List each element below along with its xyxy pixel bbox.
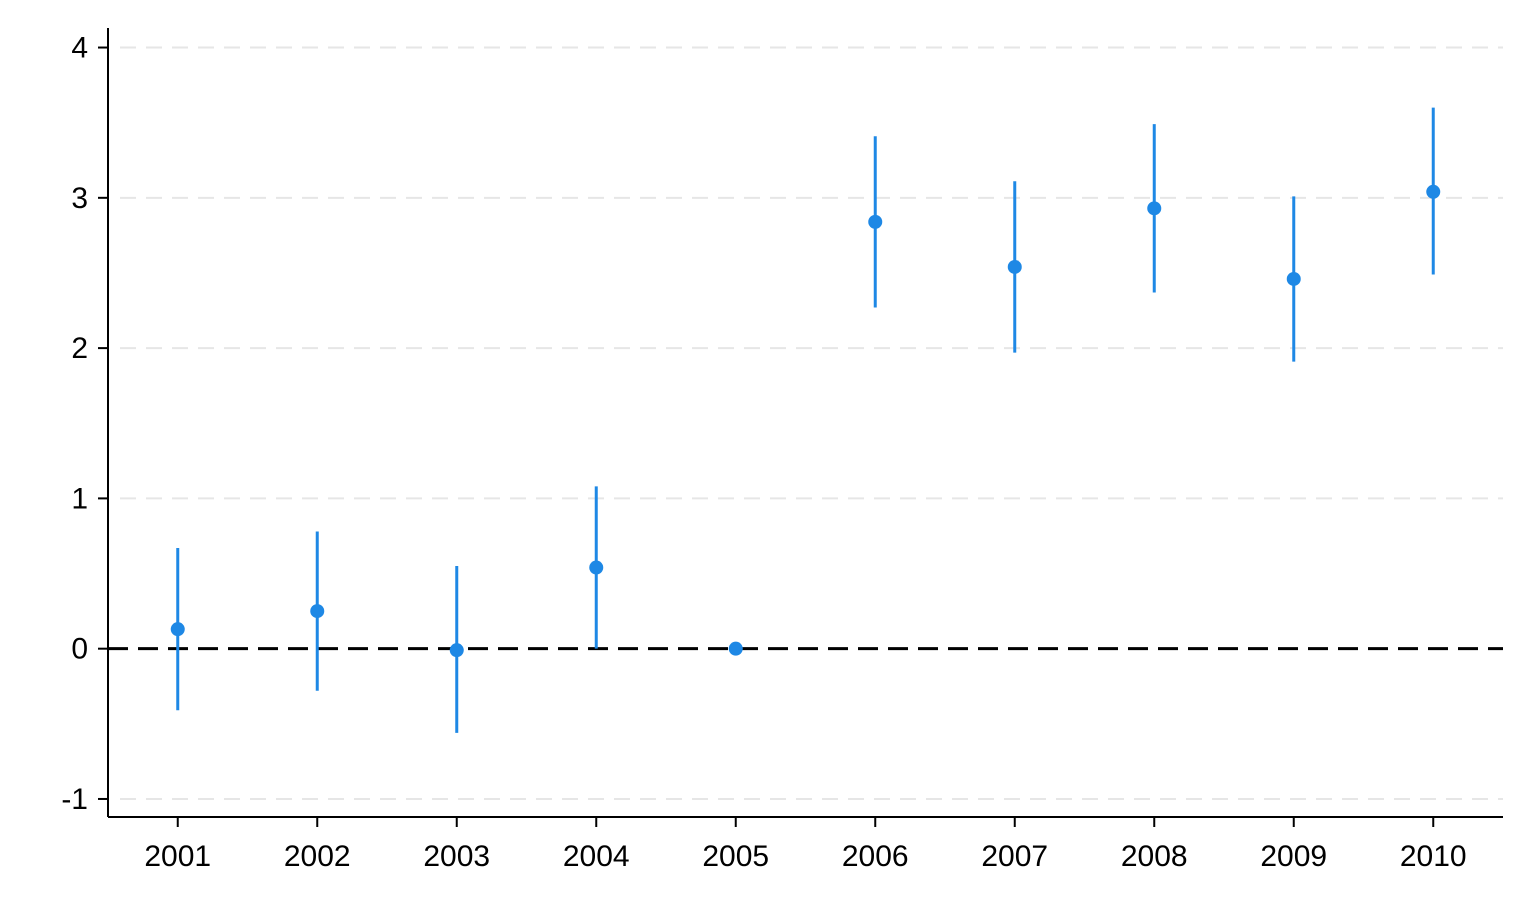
x-tick-label: 2007: [981, 840, 1048, 873]
point-estimate-layer: [170, 184, 1441, 658]
x-tick-label: 2006: [842, 840, 909, 873]
y-tick-label: 1: [71, 482, 88, 515]
point-estimate-2009: [1286, 271, 1301, 286]
y-tick-label: 0: [71, 633, 88, 666]
y-tick-label: 2: [71, 332, 88, 365]
point-estimate-2005: [728, 641, 743, 656]
y-tick-label: -1: [61, 783, 88, 816]
axis-layer: [98, 28, 1503, 827]
x-tick-label: 2008: [1121, 840, 1188, 873]
tick-label-layer: -1 0 1 2 3 4 2001 2002 2003 2004 2005 2006 2007 2008 2…: [61, 32, 1466, 873]
grid-layer: [120, 46, 1503, 800]
point-estimate-2010: [1426, 184, 1441, 199]
x-tick-label: 2010: [1400, 840, 1467, 873]
point-estimate-2006: [868, 214, 883, 229]
x-tick-label: 2009: [1260, 840, 1327, 873]
point-estimate-2003: [449, 643, 464, 658]
x-tick-label: 2001: [144, 840, 211, 873]
point-estimate-2008: [1147, 201, 1162, 216]
confidence-interval-layer: [176, 107, 1435, 733]
point-estimate-2004: [589, 560, 604, 575]
point-estimate-2002: [310, 604, 325, 619]
x-tick-label: 2005: [702, 840, 769, 873]
point-estimate-2007: [1007, 259, 1022, 274]
y-tick-label: 4: [71, 32, 88, 65]
y-tick-label: 3: [71, 182, 88, 215]
point-estimate-2001: [170, 622, 185, 637]
x-tick-label: 2002: [284, 840, 351, 873]
x-tick-label: 2003: [423, 840, 490, 873]
x-tick-label: 2004: [563, 840, 630, 873]
